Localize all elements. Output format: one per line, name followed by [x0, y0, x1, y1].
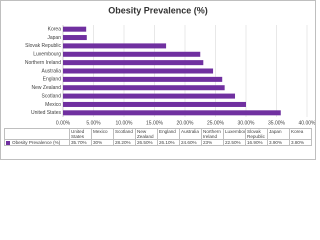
x-tick-label: 15.00% — [146, 120, 164, 126]
table-header-cell: Slovak Republic — [245, 128, 268, 140]
table-header-cell: New Zealand — [135, 128, 158, 140]
table-header-cell: Korea — [289, 128, 312, 140]
bar — [63, 93, 236, 99]
table-header-cell: Northern Ireland — [201, 128, 224, 140]
table-header-cell: Japan — [267, 128, 290, 140]
chart-title: Obesity Prevalence (%) — [108, 5, 208, 15]
x-tick-label: 10.00% — [116, 120, 134, 126]
table-header-cell: England — [157, 128, 180, 140]
legend-label: Obesity Prevalence (%) — [12, 140, 61, 145]
table-series-cell: Obesity Prevalence (%) — [4, 139, 70, 146]
bar — [63, 51, 201, 57]
bar — [63, 60, 204, 66]
bar — [63, 68, 214, 74]
table-value-cell: 22.50% — [223, 139, 246, 146]
table-header-row: United States Mexico Scotland New Zealand En… — [4, 128, 312, 140]
legend-swatch — [6, 140, 10, 145]
y-tick-label: Korea — [48, 27, 62, 33]
table-value-cell: 30% — [91, 139, 114, 146]
x-tick-label: 35.00% — [268, 120, 286, 126]
x-tick-label: 40.00% — [299, 120, 315, 126]
table-header-cell: Mexico — [91, 128, 114, 140]
table-header-cell: United States — [69, 128, 92, 140]
x-tick-label: 30.00% — [238, 120, 256, 126]
table-value-cell: 16.90% — [245, 139, 268, 146]
x-tick-label: 25.00% — [207, 120, 225, 126]
bar — [63, 35, 87, 41]
y-tick-label: New Zealand — [32, 85, 62, 91]
y-tick-label: England — [43, 77, 62, 83]
x-tick-label: 5.00% — [86, 120, 101, 126]
table-value-row: Obesity Prevalence (%) 35.70% 30% 28.20% 26.… — [4, 139, 312, 146]
table-value-cell: 3.90% — [267, 139, 290, 146]
y-tick-label: Northern Ireland — [25, 60, 61, 66]
table-value-cell: 23% — [201, 139, 224, 146]
bar — [63, 85, 225, 91]
table-header-cell: Australia — [179, 128, 202, 140]
y-tick-label: Australia — [42, 68, 62, 74]
y-tick-label: Japan — [47, 35, 61, 41]
bar — [63, 26, 87, 32]
x-tick-label: 0.00% — [56, 120, 71, 126]
y-tick-label: United States — [31, 110, 62, 116]
y-tick-label: Luxembourg — [33, 52, 61, 58]
table-header-cell: Luxembourg — [223, 128, 246, 140]
y-tick-label: Slovak Republic — [25, 43, 61, 49]
table-value-cell: 26.10% — [157, 139, 180, 146]
data-table: United States Mexico Scotland New Zealand En… — [4, 128, 312, 146]
table-header-cell: Scotland — [113, 128, 136, 140]
table-corner — [4, 128, 70, 140]
x-tick-label: 20.00% — [177, 120, 195, 126]
bar — [63, 101, 246, 107]
bar — [63, 110, 281, 116]
bar — [63, 76, 223, 82]
chart: Obesity Prevalence (%) 0.00% 5.00% 10.00% 1… — [25, 5, 315, 126]
table-value-cell: 24.60% — [179, 139, 202, 146]
y-tick-label: Scotland — [42, 93, 62, 99]
table-value-cell: 28.20% — [113, 139, 136, 146]
table-value-cell: 3.80% — [289, 139, 312, 146]
chart-frame: Obesity Prevalence (%) 0.00% 5.00% 10.00% 1… — [0, 0, 316, 160]
table-value-cell: 35.70% — [69, 139, 92, 146]
bar — [63, 43, 167, 49]
y-tick-label: Mexico — [45, 102, 61, 108]
table-value-cell: 26.50% — [135, 139, 158, 146]
